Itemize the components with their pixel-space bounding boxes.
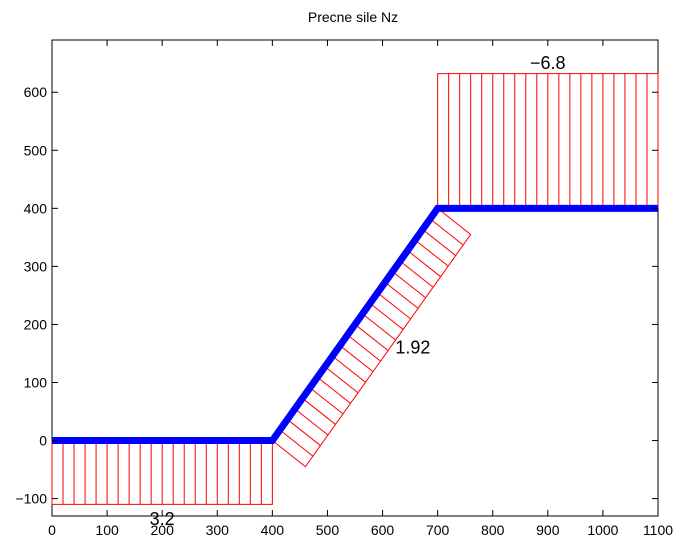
y-tick-label: 600 [24,84,48,100]
structure-layer [52,204,658,445]
x-tick-label: 900 [536,522,560,538]
value-label-layer: 3.2 1.92 −6.8 [150,53,566,529]
x-tick-label: 600 [371,522,395,538]
force-diagram-hatch [354,324,389,351]
force-diagram-hatch [347,334,381,362]
x-tick-label: 400 [261,522,285,538]
x-tick-label: 0 [48,522,56,538]
x-axis: 0 100 200 300 400 500 600 700 800 900 1000 1100 [48,40,673,538]
y-tick-label: 0 [39,433,47,449]
force-diagram-layer [51,73,659,505]
force-diagram-hatch [317,376,351,404]
force-diagram-hatch [377,292,411,320]
plot-frame [51,39,659,517]
force-diagram-hatch [287,419,321,446]
member-value-label: −6.8 [530,53,566,73]
member-value-label: 1.92 [395,338,430,358]
y-tick-label: 400 [24,200,48,216]
force-diagram-hatch [324,366,359,394]
force-diagram-hatch [369,302,404,330]
x-tick-label: 200 [151,522,175,538]
y-tick-label: −100 [15,491,47,507]
force-diagram-hatch [384,281,419,309]
y-axis: −100 0 100 200 300 400 500 600 [15,84,658,507]
y-tick-label: 500 [24,142,48,158]
force-diagram-hatch [362,313,396,341]
x-tick-label: 800 [481,522,505,538]
force-diagram-hatch [407,250,441,278]
x-tick-label: 1100 [643,522,673,538]
force-diagram-hatch [302,397,336,425]
chart-title: Precne sile Nz [308,9,398,25]
force-diagram-hatch [429,218,464,246]
x-tick-label: 300 [206,522,230,538]
force-diagram-hatch [279,429,314,457]
force-diagram-outline [272,207,472,468]
structure-line [52,204,658,445]
y-tick-label: 200 [24,316,48,332]
x-tick-label: 1000 [587,522,618,538]
force-diagram-hatch [309,387,344,415]
force-diagram-hatch [414,239,449,267]
force-diagram-hatch [392,271,426,299]
member-value-label: 3.2 [150,509,175,529]
force-diagram-hatch [422,229,456,256]
x-tick-label: 700 [426,522,450,538]
y-tick-label: 100 [24,374,48,390]
x-tick-label: 100 [95,522,119,538]
force-diagram-hatch [339,345,374,373]
force-diagram-hatch [332,355,366,383]
force-diagram-hatch [294,408,329,436]
force-diagram-hatch [399,260,434,288]
x-tick-label: 500 [316,522,340,538]
y-tick-label: 300 [24,258,48,274]
